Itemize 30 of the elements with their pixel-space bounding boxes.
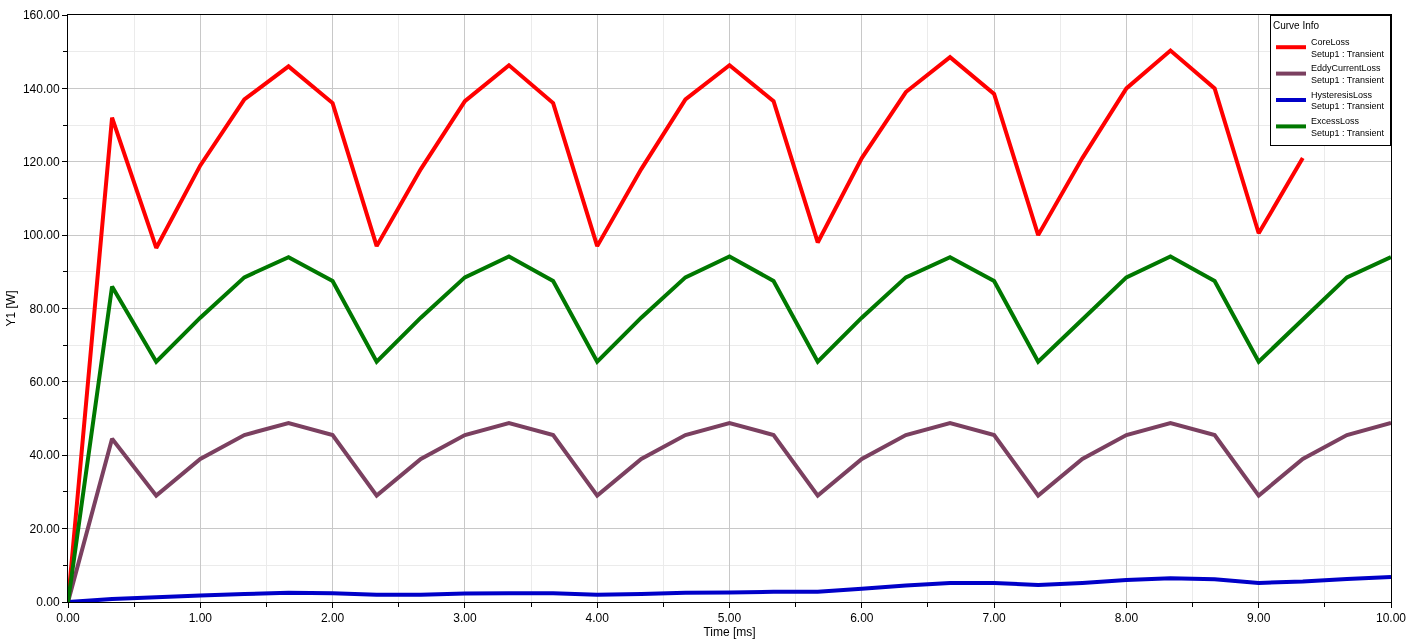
- x-tick-label: 7.00: [982, 611, 1007, 626]
- x-tick-label: 10.00: [1375, 611, 1407, 626]
- x-tick-label: 2.00: [320, 611, 345, 626]
- y-tick-label: 80.00: [29, 301, 60, 316]
- x-tick-label: 0.00: [56, 611, 80, 626]
- x-tick-label: 6.00: [850, 611, 874, 626]
- x-tick-label: 4.00: [585, 611, 610, 626]
- y-tick-label: 160.00: [22, 8, 60, 23]
- legend-label: HysteresisLoss Setup1 : Transient: [1311, 89, 1385, 112]
- y-tick-label: 100.00: [22, 228, 60, 243]
- y-tick-label: 20.00: [29, 521, 60, 536]
- x-tick-label: 3.00: [453, 611, 477, 626]
- x-tick-label: 5.00: [717, 611, 742, 626]
- x-tick-label: 9.00: [1247, 611, 1271, 626]
- legend-title: Curve Info: [1273, 20, 1320, 31]
- x-axis-title: Time [ms]: [703, 625, 756, 640]
- line-series: [68, 575, 1391, 602]
- line-series: [68, 420, 1391, 602]
- legend-label: EddyCurrentLoss Setup1 : Transient: [1311, 63, 1385, 85]
- y-tick-label: 0.00: [36, 595, 60, 610]
- y-tick-label: 120.00: [22, 154, 60, 169]
- y-tick-label: 60.00: [29, 375, 60, 390]
- legend-label: CoreLoss Setup1 : Transient: [1311, 36, 1385, 59]
- y-tick-label: 140.00: [22, 81, 60, 96]
- line-series: [68, 254, 1391, 602]
- y-axis-title: Y1 [W]: [4, 290, 19, 327]
- legend-label: ExcessLoss Setup1 : Transient: [1311, 116, 1385, 138]
- y-tick-label: 40.00: [29, 448, 60, 463]
- x-tick-label: 1.00: [188, 611, 213, 626]
- x-tick-label: 8.00: [1114, 611, 1139, 626]
